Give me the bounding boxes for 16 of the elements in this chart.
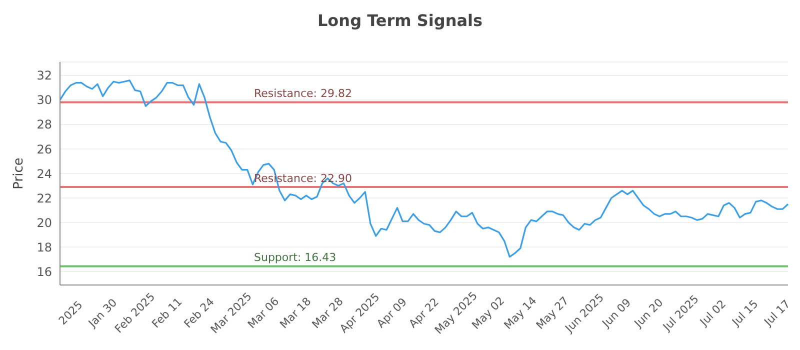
y-tick-label: 16 — [36, 264, 52, 279]
y-tick-label: 28 — [36, 118, 52, 132]
x-tick-label: Jul 15 — [728, 298, 761, 330]
y-tick-label: 30 — [36, 93, 52, 108]
y-axis-title: Price — [12, 158, 27, 190]
x-tick-label: Jul 17 — [761, 298, 793, 330]
y-tick-label: 18 — [36, 240, 52, 254]
chart-title: Long Term Signals — [316, 10, 484, 32]
y-tick-label: 26 — [36, 142, 52, 156]
y-tick-label: 20 — [36, 216, 52, 230]
x-tick-label: Jul 02 — [696, 298, 729, 330]
ref-line-label: Support: 16.43 — [254, 251, 336, 264]
y-tick-label: 22 — [36, 191, 52, 206]
y-tick-label: 32 — [36, 68, 52, 83]
y-tick-label: 24 — [36, 166, 52, 181]
ref-line-label: Resistance: 29.82 — [254, 87, 352, 100]
